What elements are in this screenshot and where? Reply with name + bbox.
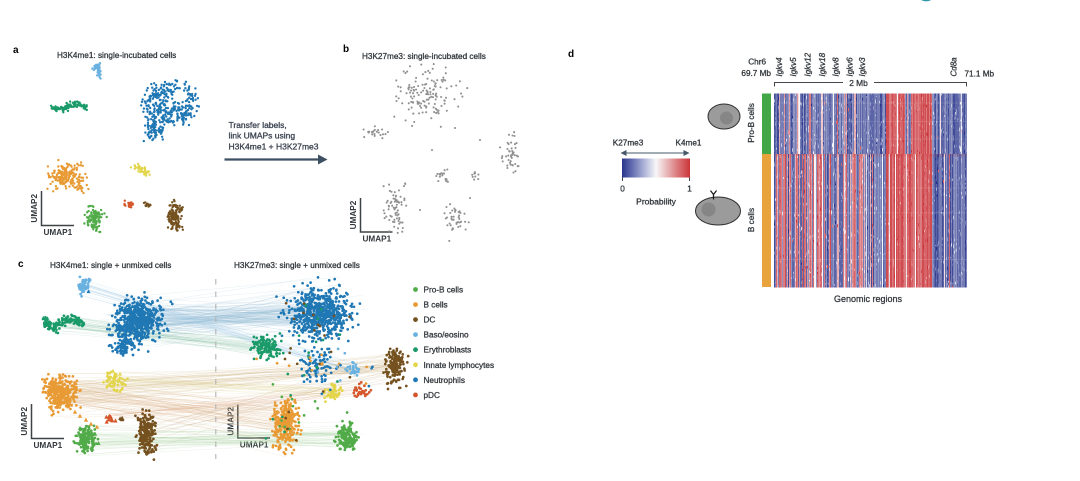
svg-text:Igkv4: Igkv4 xyxy=(775,57,784,77)
svg-text:Pro-B cells: Pro-B cells xyxy=(747,103,756,143)
svg-text:Baso/eosino: Baso/eosino xyxy=(424,331,470,340)
svg-text:H3K4me1 + H3K27me3: H3K4me1 + H3K27me3 xyxy=(229,141,319,151)
svg-text:UMAP2: UMAP2 xyxy=(226,406,235,435)
svg-text:Cd8a: Cd8a xyxy=(950,57,959,77)
svg-text:link UMAPs using: link UMAPs using xyxy=(229,131,296,141)
svg-text:pDC: pDC xyxy=(424,391,440,400)
svg-text:Igkv3: Igkv3 xyxy=(858,57,867,77)
svg-text:71.1 Mb: 71.1 Mb xyxy=(965,70,995,79)
svg-text:H3K4me1: single-incubated cell: H3K4me1: single-incubated cells xyxy=(57,51,176,60)
svg-text:DC: DC xyxy=(424,316,436,325)
svg-text:H3K27me3: single + unmixed cel: H3K27me3: single + unmixed cells xyxy=(234,261,360,270)
svg-text:Igkv5: Igkv5 xyxy=(789,57,798,77)
svg-text:Innate lymphocytes: Innate lymphocytes xyxy=(424,361,495,370)
svg-text:Igkv18: Igkv18 xyxy=(818,52,827,76)
svg-text:Erythroblasts: Erythroblasts xyxy=(424,346,472,355)
svg-text:d: d xyxy=(568,49,574,60)
svg-text:H3K4me1: single + unmixed cell: H3K4me1: single + unmixed cells xyxy=(50,261,171,270)
svg-text:K4me1: K4me1 xyxy=(676,139,702,148)
svg-text:Igkv8: Igkv8 xyxy=(831,57,840,77)
svg-text:Probability: Probability xyxy=(636,197,676,207)
svg-text:UMAP1: UMAP1 xyxy=(44,228,73,237)
svg-text:Igkv12: Igkv12 xyxy=(804,52,813,76)
svg-text:0: 0 xyxy=(620,185,625,194)
svg-text:UMAP2: UMAP2 xyxy=(20,406,29,435)
svg-text:c: c xyxy=(18,259,24,270)
svg-text:Igkv6: Igkv6 xyxy=(845,57,854,77)
svg-text:H3K27me3: single-incubated cel: H3K27me3: single-incubated cells xyxy=(362,52,486,61)
svg-text:Chr6: Chr6 xyxy=(748,58,766,67)
svg-text:2 Mb: 2 Mb xyxy=(849,78,868,88)
svg-text:UMAP2: UMAP2 xyxy=(349,200,358,229)
svg-text:UMAP1: UMAP1 xyxy=(240,441,269,450)
svg-text:1: 1 xyxy=(687,185,692,194)
svg-text:UMAP1: UMAP1 xyxy=(34,441,63,450)
svg-text:UMAP1: UMAP1 xyxy=(363,235,392,244)
svg-text:B cells: B cells xyxy=(424,301,448,310)
svg-text:Transfer labels,: Transfer labels, xyxy=(229,120,287,130)
svg-text:Pro-B cells: Pro-B cells xyxy=(424,286,464,295)
svg-text:a: a xyxy=(13,45,19,56)
svg-text:Genomic regions: Genomic regions xyxy=(834,294,903,304)
svg-text:UMAP2: UMAP2 xyxy=(30,193,39,222)
svg-text:K27me3: K27me3 xyxy=(613,139,644,148)
svg-text:Neutrophils: Neutrophils xyxy=(424,376,465,385)
svg-text:B cells: B cells xyxy=(747,208,756,232)
svg-text:69.7 Mb: 69.7 Mb xyxy=(741,69,771,78)
svg-text:b: b xyxy=(343,44,349,55)
